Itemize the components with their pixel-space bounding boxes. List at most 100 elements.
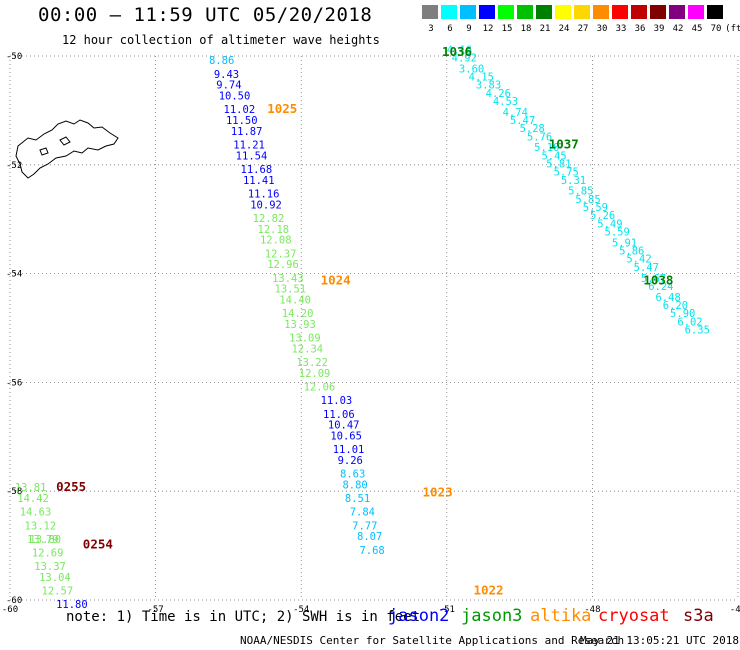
legend-label: 70 (710, 24, 722, 34)
wave-height-value: 11.06 (323, 409, 355, 421)
wave-height-value: 9.26 (338, 455, 363, 467)
wave-height-value: 11.02 (224, 104, 256, 116)
legend-label: 21 (539, 24, 551, 34)
legend-swatch (479, 5, 495, 19)
legend-jason2: jason2 (388, 606, 450, 626)
lat-lon-grid (9, 55, 739, 601)
legend-swatch (460, 5, 476, 19)
pass-time-label: 0254 (83, 536, 113, 551)
lat-tick-label: -56 (6, 378, 22, 388)
lon-tick-label: -48 (584, 605, 600, 615)
wave-height-value: 8.07 (357, 531, 382, 543)
pass-time-label: 0255 (56, 479, 86, 494)
wave-height-value: 4.15 (469, 71, 494, 83)
legend-jason3: jason3 (461, 606, 523, 626)
pass-time-label: 1022 (473, 583, 503, 598)
legend-label: 39 (653, 24, 665, 34)
wave-height-value: 5.91 (612, 237, 637, 249)
wave-height-value: 8.80 (342, 479, 367, 491)
wave-height-value: 3.60 (459, 63, 484, 75)
wave-height-value: 13.81 (15, 482, 47, 494)
wave-height-value: 13.37 (34, 561, 66, 573)
map-title: 00:00 – 11:59 UTC 05/20/2018 (38, 4, 373, 26)
map-subtitle: 12 hour collection of altimeter wave hei… (62, 33, 380, 47)
wave-height-value: 14.42 (17, 493, 49, 505)
pass-time-label: 1025 (267, 101, 297, 116)
wave-height-value: 5.47 (634, 262, 659, 274)
wave-height-value: 7.68 (359, 545, 384, 557)
wave-height-value: 5.31 (561, 175, 586, 187)
legend-label: 12 (482, 24, 494, 34)
wave-height-value: 6.02 (677, 316, 702, 328)
wave-height-value: 11.21 (233, 139, 265, 151)
wave-height-value: 8.63 (340, 469, 365, 481)
wave-height-value: 14.63 (20, 507, 52, 519)
wave-height-value: 6.35 (685, 324, 710, 336)
lon-tick-label: -54 (293, 605, 309, 615)
lat-tick-label: -52 (6, 161, 22, 171)
pass-time-label: 1038 (643, 272, 673, 287)
legend-label: 36 (634, 24, 646, 34)
legend-label: 42 (672, 24, 684, 34)
wave-height-value: 12.08 (260, 235, 292, 247)
legend-altika: altika (530, 606, 592, 626)
lat-tick-label: -54 (6, 270, 22, 280)
wave-height-value: 6.24 (648, 281, 673, 293)
wave-height-value: 6.20 (663, 300, 688, 312)
wave-height-value: 11.01 (333, 444, 365, 456)
wave-height-value: 11.80 (56, 599, 88, 611)
wave-height-value: 12.37 (265, 248, 297, 260)
legend-swatch (669, 5, 685, 19)
wave-height-value: 12.06 (304, 382, 336, 394)
legend-swatch (574, 5, 590, 19)
wave-height-value: 5.81 (546, 159, 571, 171)
lon-tick-label: -57 (147, 605, 163, 615)
pass-time-label: 1036 (442, 44, 472, 59)
legend-swatch (422, 5, 438, 19)
wave-height-value: 5.10 (534, 142, 559, 154)
legend-swatch (555, 5, 571, 19)
wave-height-value: 5.45 (541, 150, 566, 162)
legend-swatch (707, 5, 723, 19)
wave-height-value: 13.22 (296, 357, 328, 369)
lat-tick-label: -58 (6, 487, 22, 497)
pass-time-label: 1023 (423, 485, 453, 500)
wave-height-value: 11.50 (226, 115, 258, 127)
legend-label: 9 (466, 24, 472, 34)
wave-height-value: 12.34 (291, 343, 323, 355)
legend-swatch (650, 5, 666, 19)
falkland-islands-outline (15, 119, 119, 179)
wave-height-value: 4.92 (452, 52, 477, 64)
legend-unit: (ft) (725, 24, 740, 34)
wave-height-value: 11.41 (243, 175, 275, 187)
wave-height-value: 9.43 (214, 69, 239, 81)
legend-label: 30 (596, 24, 608, 34)
footer-credit: NOAA/NESDIS Center for Satellite Applica… (240, 634, 625, 647)
wave-height-value: 5.59 (583, 202, 608, 214)
wave-height-value: 11.68 (241, 164, 273, 176)
wave-height-value: 12.96 (267, 259, 299, 271)
legend-swatch (593, 5, 609, 19)
legend-s3a: s3a (683, 606, 714, 626)
wave-height-value: 5.26 (590, 210, 615, 222)
falkland-islands-coastline (15, 119, 119, 179)
wave-height-value: 14.40 (279, 295, 311, 307)
wave-height-value: 5.85 (568, 186, 593, 198)
legend-label: 45 (691, 24, 703, 34)
wave-height-value: 13.04 (39, 572, 71, 584)
legend-label: 33 (615, 24, 627, 34)
wave-height-value: 5.28 (520, 123, 545, 135)
legend-swatch (517, 5, 533, 19)
wave-height-value: 5.47 (510, 115, 535, 127)
wave-height-value: 5.85 (575, 194, 600, 206)
legend-label: 24 (558, 24, 570, 34)
wave-height-value: 5.76 (527, 131, 552, 143)
wave-height-value: 3.83 (476, 80, 501, 92)
wave-height-value: 13.80 (29, 534, 61, 546)
wave-height-value: 13.09 (289, 333, 321, 345)
wave-height-value: 13.93 (284, 319, 316, 331)
wave-height-value: 7.77 (352, 520, 377, 532)
lat-tick-label: -60 (6, 596, 22, 606)
wave-height-value: 13.51 (275, 284, 307, 296)
